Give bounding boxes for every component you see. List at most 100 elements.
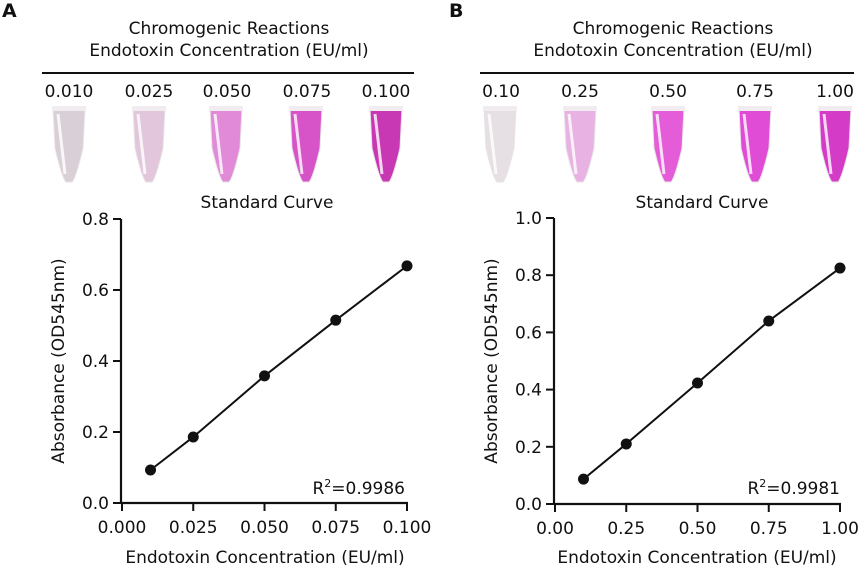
tube-rim (818, 106, 852, 111)
data-point-a (145, 464, 156, 476)
r-squared-prefix-b: R (747, 479, 759, 499)
x-axis-label-b: Endotoxin Concentration (EU/ml) (557, 548, 836, 568)
x-tick-label-b: 0.25 (607, 519, 645, 539)
tube-highlight (213, 113, 224, 175)
y-tick-label-b: 0.0 (515, 495, 542, 515)
tube-b-4 (738, 106, 772, 183)
y-tick-label-b: 1.0 (515, 209, 542, 229)
y-tick-label-a: 0.2 (82, 423, 109, 443)
panel-label-b: B (449, 0, 464, 22)
tube-label-b-3: 0.50 (649, 82, 687, 102)
chart-title-a: Standard Curve (201, 193, 334, 213)
data-point-b (834, 262, 846, 274)
tube-rim (483, 106, 517, 111)
tube-label-b-5: 1.00 (816, 82, 854, 102)
tube-highlight (373, 113, 384, 175)
data-point-b (578, 473, 589, 485)
tube-group-b (483, 106, 852, 183)
data-point-b (692, 377, 703, 389)
tube-a-1 (52, 106, 86, 183)
tube-a-2 (132, 106, 166, 183)
tube-highlight (822, 113, 833, 175)
data-point-b (620, 438, 632, 450)
tube-label-b-2: 0.25 (561, 82, 599, 102)
tube-group-a (52, 106, 403, 183)
tube-highlight (487, 113, 498, 175)
tubes-title-b: Chromogenic Reactions (572, 19, 774, 39)
tube-highlight (293, 113, 304, 175)
tubes-subtitle-b: Endotoxin Concentration (EU/ml) (533, 41, 813, 61)
tube-liquid (132, 107, 166, 183)
x-tick-label-a: 0.050 (240, 518, 289, 538)
r-squared-sup-b: 2 (759, 477, 766, 490)
tube-label-b-4: 0.75 (736, 82, 774, 102)
tube-rim (289, 106, 323, 111)
header-divider-a (42, 72, 414, 74)
tube-images (52, 106, 852, 183)
tube-rim (651, 106, 685, 111)
tube-highlight (655, 113, 666, 175)
r-squared-sup-a: 2 (324, 477, 331, 490)
y-tick-label-b: 0.6 (515, 323, 542, 343)
y-tick-label-b: 0.4 (515, 381, 542, 401)
tube-label-a-4: 0.075 (282, 82, 332, 102)
tube-liquid (651, 107, 685, 183)
tube-a-3 (209, 106, 243, 183)
tube-b-2 (563, 106, 597, 183)
x-tick-label-b: 0.50 (679, 519, 717, 539)
y-tick-label-a: 0.4 (82, 352, 109, 372)
tube-liquid (563, 107, 597, 183)
tubes-header-a: Chromogenic Reactions Endotoxin Concentr… (42, 18, 416, 62)
tube-b-1 (483, 106, 517, 183)
y-tick-label-a: 0.8 (82, 210, 109, 230)
tube-liquid (483, 107, 517, 183)
tube-label-b-1: 0.10 (482, 82, 520, 102)
tube-liquid (289, 107, 323, 183)
tube-rim (369, 106, 403, 111)
tube-highlight (567, 113, 578, 175)
tube-rim (209, 106, 243, 111)
y-tick-label-b: 0.2 (515, 438, 542, 458)
tube-rim (563, 106, 597, 111)
tube-rim (738, 106, 772, 111)
y-tick-label-a: 0.6 (82, 281, 109, 301)
r-squared-value-a: =0.9986 (331, 479, 405, 499)
tube-b-5 (818, 106, 852, 183)
data-point-a (330, 314, 342, 326)
tube-liquid (209, 107, 243, 183)
data-point-b (763, 315, 775, 327)
r-squared-prefix-a: R (312, 479, 324, 499)
tube-label-a-2: 0.025 (124, 82, 174, 102)
x-axis-label-a: Endotoxin Concentration (EU/ml) (125, 548, 404, 568)
y-axis-label-a: Absorbance (OD545nm) (49, 258, 69, 463)
tube-highlight (56, 113, 67, 175)
chart-a: Standard Curve Endotoxin Concentration (… (49, 193, 431, 568)
r-squared-b: R2=0.9981 (747, 477, 840, 499)
tube-liquid (738, 107, 772, 183)
tubes-header-b: Chromogenic Reactions Endotoxin Concentr… (480, 18, 866, 62)
x-tick-label-b: 1.00 (821, 519, 859, 539)
tube-label-a-5: 0.100 (361, 82, 411, 102)
data-point-a (187, 431, 199, 443)
x-tick-label-a: 0.075 (311, 518, 360, 538)
y-tick-label-b: 0.8 (515, 266, 542, 286)
x-tick-label-a: 0.100 (383, 518, 432, 538)
r-squared-a: R2=0.9986 (312, 477, 405, 499)
tube-highlight (742, 113, 753, 175)
tube-b-3 (651, 106, 685, 183)
tube-rim (132, 106, 166, 111)
x-tick-label-a: 0.000 (98, 518, 147, 538)
tube-liquid (52, 107, 86, 183)
y-axis-label-b: Absorbance (OD545nm) (482, 258, 502, 463)
chart-title-b: Standard Curve (636, 193, 769, 213)
tube-a-4 (289, 106, 323, 183)
series-line-b (582, 267, 841, 480)
x-tick-label-a: 0.025 (169, 518, 218, 538)
x-tick-label-b: 0.75 (750, 519, 788, 539)
tube-highlight (136, 113, 147, 175)
tubes-title-a: Chromogenic Reactions (128, 19, 330, 39)
tube-a-5 (369, 106, 403, 183)
panel-label-a: A (2, 0, 17, 22)
header-divider-b (480, 72, 854, 74)
